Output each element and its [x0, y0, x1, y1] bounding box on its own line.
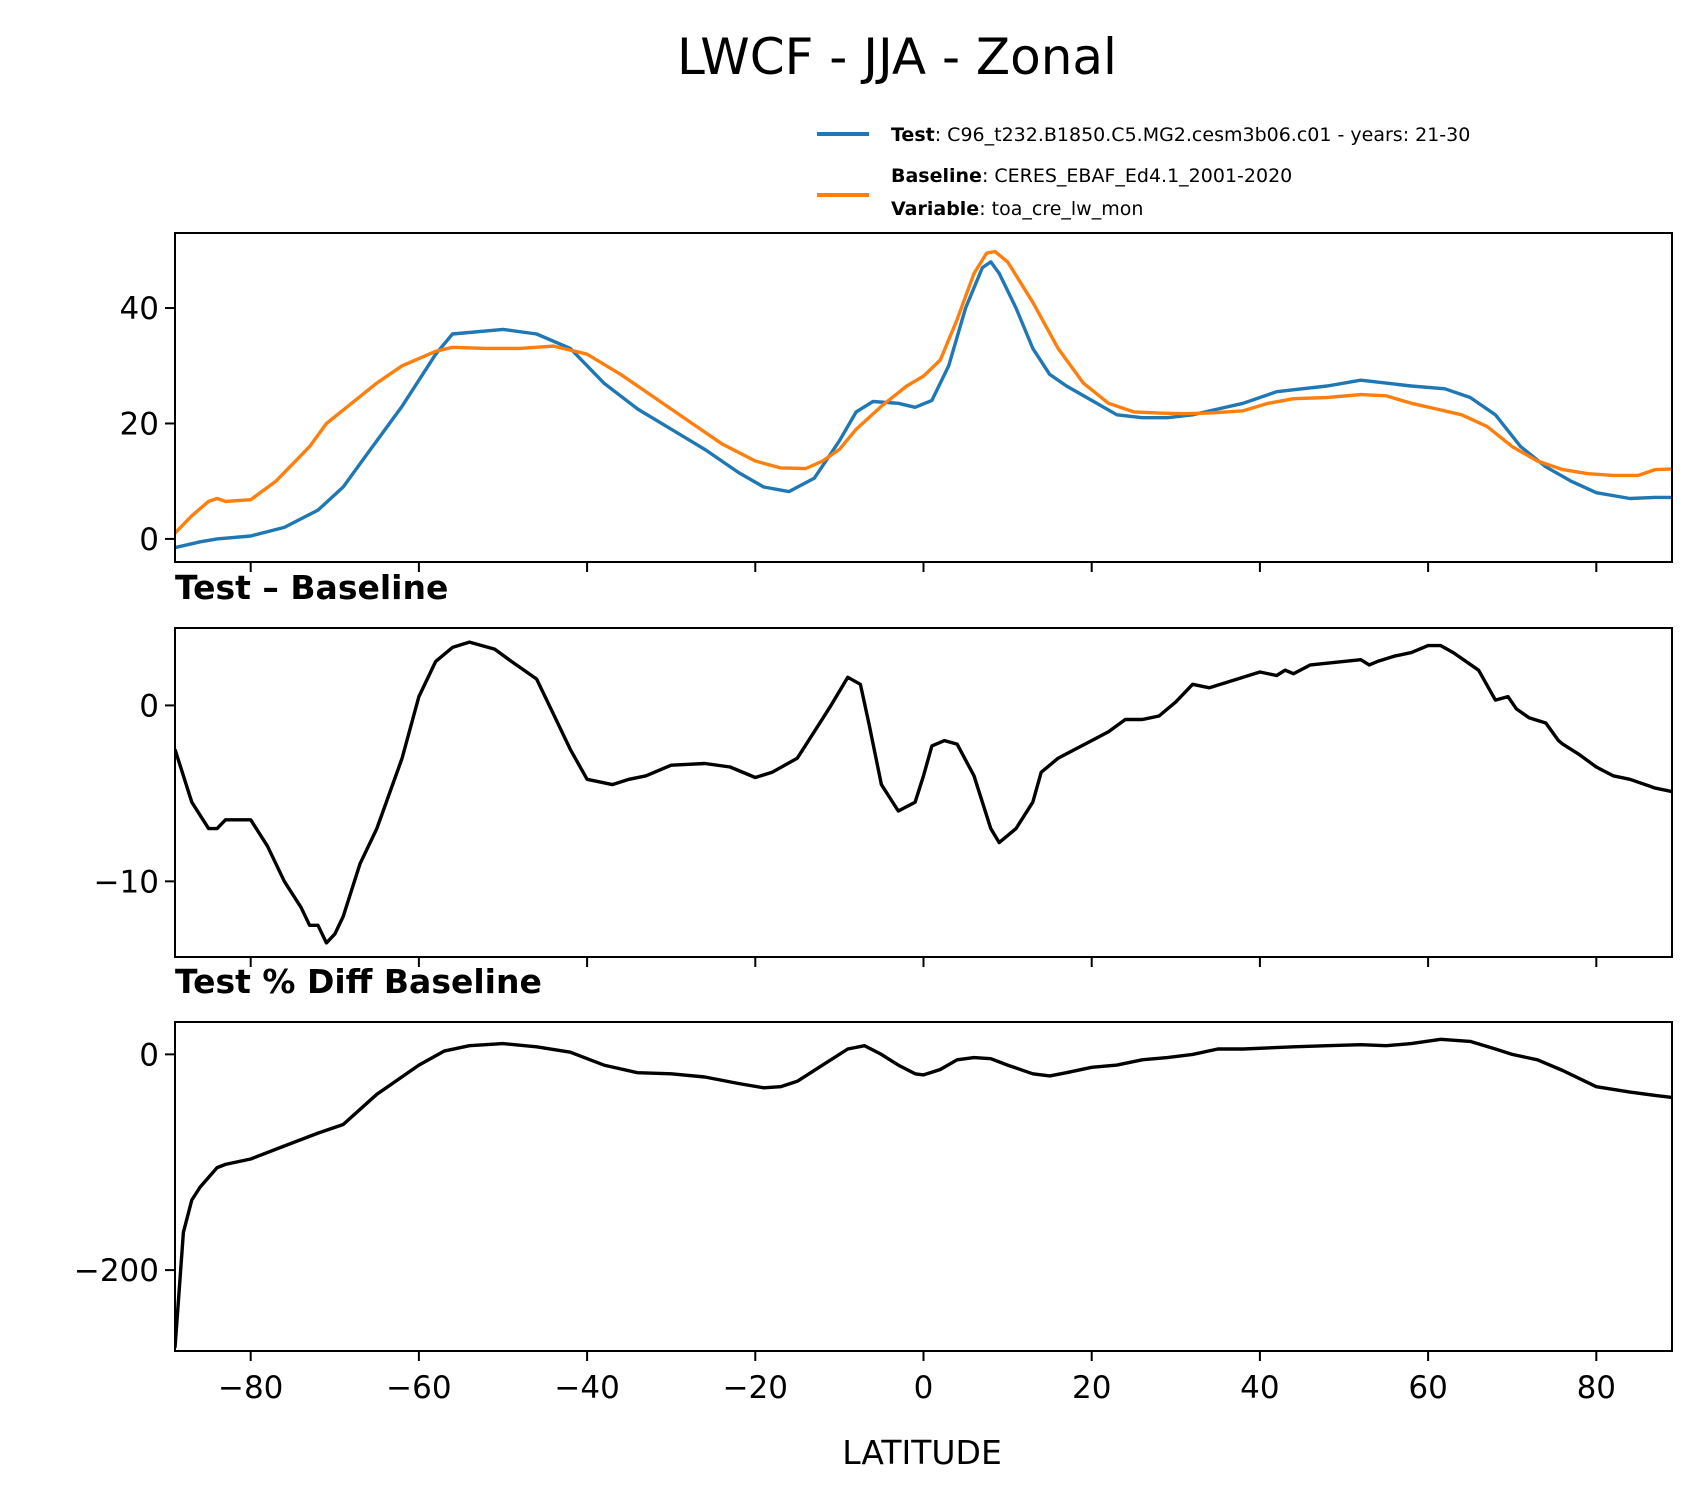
series-group [175, 249, 1672, 550]
figure-title: LWCF - JJA - Zonal [677, 28, 1117, 86]
x-tick-label: −60 [386, 1370, 451, 1406]
series-group [175, 640, 1672, 945]
difference-panel-title: Test – Baseline [175, 568, 448, 607]
y-tick-label: 40 [120, 291, 159, 327]
legend-baseline-key: Baseline [891, 165, 982, 187]
y-tick-label: −200 [74, 1253, 159, 1289]
x-tick-label: 0 [914, 1370, 934, 1406]
y-tick-label: 0 [139, 522, 159, 558]
x-tick-label: −80 [218, 1370, 283, 1406]
legend-test-value: C96_t232.B1850.C5.MG2.cesm3b06.c01 - yea… [947, 124, 1470, 146]
x-axis-label: LATITUDE [842, 1433, 1002, 1472]
legend-baseline-entry: Baseline: CERES_EBAF_Ed4.1_2001-2020 [891, 165, 1292, 187]
legend-variable-key: Variable [891, 198, 979, 220]
x-tick-label: −20 [723, 1370, 788, 1406]
legend-baseline-value: CERES_EBAF_Ed4.1_2001-2020 [994, 165, 1292, 187]
x-tick-label: −40 [554, 1370, 619, 1406]
x-tick-label: 60 [1408, 1370, 1447, 1406]
percent-diff-panel-title: Test % Diff Baseline [175, 962, 542, 1001]
series-line-percent_difference [175, 1037, 1672, 1348]
legend-baseline-sep: : [982, 165, 994, 187]
series-line-baseline [175, 249, 1672, 535]
series-line-test [175, 260, 1672, 550]
difference-panel: −10 0 [94, 627, 1673, 967]
series-line-difference [175, 640, 1672, 945]
legend-test-entry: Test: C96_t232.B1850.C5.MG2.cesm3b06.c01… [891, 124, 1470, 146]
legend-variable-value: toa_cre_lw_mon [992, 198, 1144, 220]
x-tick-label: 80 [1577, 1370, 1616, 1406]
series-group [175, 1037, 1672, 1348]
x-tick-label: 40 [1240, 1370, 1279, 1406]
zonal-panel: 0 20 40 [120, 232, 1673, 572]
y-tick-label: 0 [139, 688, 159, 724]
y-tick-label: −10 [94, 864, 159, 900]
legend-variable-sep: : [979, 198, 991, 220]
legend: Test: C96_t232.B1850.C5.MG2.cesm3b06.c01… [817, 124, 1470, 220]
y-tick-label: 0 [139, 1037, 159, 1073]
legend-variable-entry: Variable: toa_cre_lw_mon [891, 198, 1143, 220]
legend-test-sep: : [935, 124, 947, 146]
legend-test-key: Test [891, 124, 935, 146]
x-tick-label: 20 [1072, 1370, 1111, 1406]
y-tick-label: 20 [120, 406, 159, 442]
